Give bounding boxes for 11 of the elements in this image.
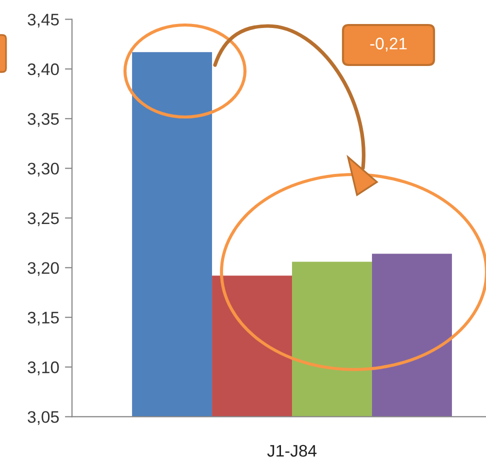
- y-tick-label: 3,10: [28, 361, 59, 376]
- y-tick-label: 3,25: [28, 212, 59, 226]
- x-tick-label: J1-J84: [267, 444, 317, 457]
- annotation: -0,21: [370, 38, 407, 52]
- y-tick-label: 3,20: [28, 262, 59, 276]
- y-tick-label: 3,40: [28, 63, 59, 78]
- y-tick-label: 3,45: [28, 14, 59, 28]
- y-tick-label: 3,30: [28, 162, 59, 176]
- y-tick-label: 3,05: [28, 411, 59, 425]
- y-tick-label: 3,35: [28, 113, 59, 127]
- y-tick-label: 3,15: [28, 312, 59, 326]
